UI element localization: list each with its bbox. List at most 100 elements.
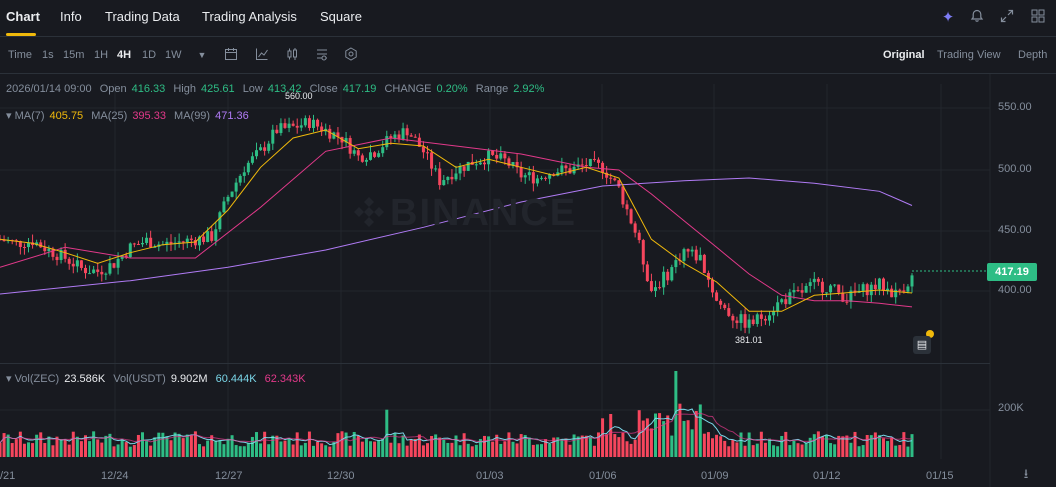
sparkle-icon[interactable]: ✦ — [941, 9, 955, 26]
volume-bar — [67, 444, 71, 457]
candle-body — [352, 150, 356, 154]
candle-body — [800, 290, 804, 293]
note-icon[interactable]: ▤ — [913, 336, 931, 354]
tab-info[interactable]: Info — [60, 9, 82, 24]
pane-separator[interactable] — [0, 363, 990, 364]
candle-body — [291, 123, 295, 126]
x-label-1: 12/24 — [101, 470, 129, 482]
expand-icon[interactable] — [998, 9, 1016, 27]
candle-body — [780, 299, 784, 303]
volume-bar — [560, 438, 564, 457]
close-label: Close — [309, 83, 338, 95]
view-trading-view[interactable]: Trading View — [937, 49, 1001, 61]
volume-bar — [47, 436, 51, 457]
candle-body — [39, 242, 43, 248]
ma-toggle-icon[interactable]: ▾ — [6, 110, 15, 122]
candlestick-chart[interactable] — [0, 74, 1056, 487]
candle-body — [877, 278, 881, 290]
volume-bar — [609, 414, 613, 457]
candle-body — [845, 301, 849, 303]
volume-bar — [499, 443, 503, 457]
volume-bar — [540, 444, 543, 457]
indicator-icon[interactable] — [254, 47, 270, 63]
volume-bar — [283, 440, 287, 457]
volume-bar — [177, 433, 181, 457]
close-value: 417.19 — [342, 83, 377, 95]
candle-body — [487, 150, 491, 165]
volume-bar — [352, 431, 356, 457]
volume-bar — [470, 446, 474, 457]
timeframe-1d[interactable]: 1D — [142, 49, 157, 61]
candle-body — [788, 292, 792, 305]
timeframe-1w[interactable]: 1W — [165, 49, 182, 61]
volume-bar — [124, 442, 128, 457]
candle-body — [369, 152, 372, 160]
volume-bar — [491, 441, 495, 457]
candle-body — [861, 284, 865, 291]
candle-body — [230, 191, 234, 197]
high-label: High — [173, 83, 196, 95]
candle-body — [882, 278, 885, 291]
volume-bar — [666, 415, 670, 457]
candle-type-icon[interactable] — [284, 47, 300, 63]
volume-bar — [92, 431, 96, 457]
volume-bar — [2, 433, 6, 457]
volume-bar — [79, 441, 83, 457]
volume-bar — [910, 434, 914, 457]
volume-bar — [564, 438, 568, 457]
volume-bar — [511, 441, 515, 457]
candle-body — [51, 248, 55, 257]
dropdown-icon[interactable]: ▼ — [197, 50, 207, 60]
volume-bar — [483, 435, 486, 457]
timeframe-1s[interactable]: 1s — [42, 49, 54, 61]
candle-body — [719, 300, 723, 305]
x-label-2: 12/27 — [215, 470, 243, 482]
hex-icon[interactable] — [343, 47, 359, 63]
candle-body — [234, 182, 238, 192]
view-depth[interactable]: Depth — [1018, 49, 1048, 61]
x-label-6: 01/09 — [701, 470, 729, 482]
volume-bar — [10, 443, 14, 457]
volume-bar — [332, 441, 336, 457]
volume-bar — [841, 436, 845, 457]
high-annotation: 560.00 — [285, 91, 313, 101]
candle-body — [22, 246, 26, 248]
timeframe-4h[interactable]: 4H — [117, 49, 132, 61]
volume-bar — [894, 445, 898, 457]
vol-ma-1: 60.444K — [215, 373, 257, 385]
tab-trading-data[interactable]: Trading Data — [105, 9, 180, 24]
volume-bar — [84, 435, 87, 457]
candle-body — [136, 244, 140, 246]
candle-body — [312, 119, 315, 128]
volume-bar — [442, 439, 446, 457]
tab-trading-analysis[interactable]: Trading Analysis — [202, 9, 297, 24]
candle-body — [686, 249, 690, 252]
timeframe-1h[interactable]: 1H — [94, 49, 109, 61]
volume-info: ▾ Vol(ZEC) 23.586K Vol(USDT) 9.902M 60.444… — [6, 372, 311, 385]
scale-toggle-icon[interactable]: ⭳ — [1023, 466, 1029, 481]
volume-bar — [369, 441, 372, 457]
candle-body — [495, 154, 499, 159]
volume-bar — [450, 442, 454, 457]
alert-dot-icon[interactable] — [926, 330, 934, 338]
volume-bar — [597, 432, 600, 457]
volume-bar — [515, 443, 519, 457]
timeframe-time[interactable]: Time — [8, 49, 33, 61]
volume-bar — [552, 437, 556, 457]
vol-toggle-icon[interactable]: ▾ — [6, 373, 15, 385]
volume-bar — [153, 437, 157, 457]
grid-icon[interactable] — [1029, 9, 1047, 27]
volume-bar — [259, 443, 263, 457]
calendar-icon[interactable] — [223, 47, 239, 63]
candle-body — [71, 263, 75, 267]
timeframe-15m[interactable]: 15m — [63, 49, 85, 61]
tab-square[interactable]: Square — [320, 9, 362, 24]
candle-body — [511, 162, 515, 166]
tab-chart[interactable]: Chart — [6, 9, 40, 24]
range-label: Range — [475, 83, 509, 95]
bell-icon[interactable] — [968, 9, 986, 27]
candle-body — [332, 132, 336, 139]
view-original[interactable]: Original — [883, 49, 925, 61]
candle-body — [478, 162, 482, 165]
settings-icon[interactable] — [314, 47, 330, 63]
